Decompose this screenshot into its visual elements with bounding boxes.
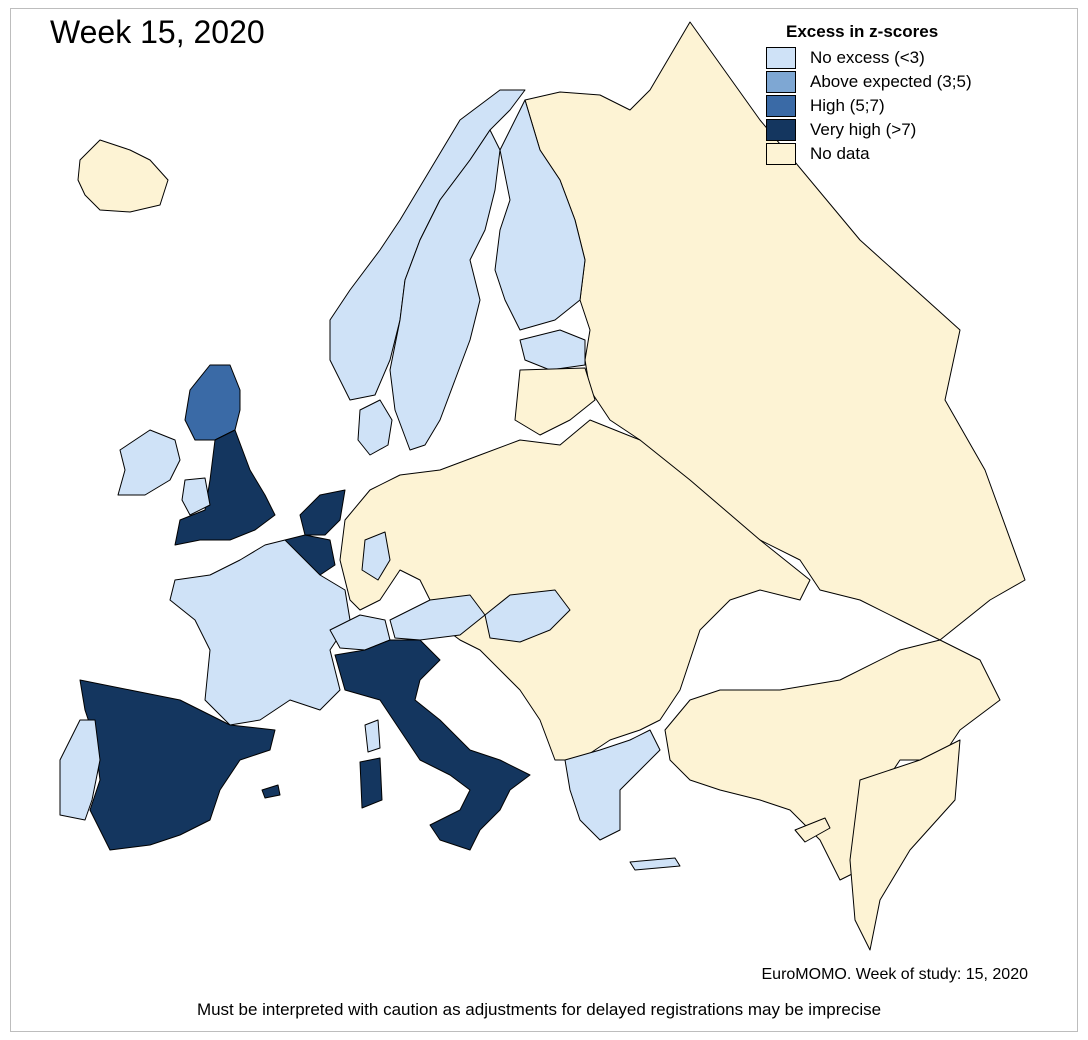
- legend-item-very-high: Very high (>7): [766, 118, 972, 142]
- legend-swatch: [766, 71, 796, 93]
- credit-text: EuroMOMO. Week of study: 15, 2020: [761, 966, 1029, 983]
- legend-item-no-data: No data: [766, 142, 972, 166]
- region-wales: [181, 477, 211, 516]
- legend-swatch: [766, 119, 796, 141]
- region-russia: [524, 21, 1026, 641]
- legend-swatch: [766, 95, 796, 117]
- region-denmark: [357, 399, 393, 456]
- map-title: Week 15, 2020: [50, 14, 265, 50]
- legend-swatch: [766, 143, 796, 165]
- region-scotland: [184, 364, 241, 441]
- region-hungary: [484, 589, 571, 643]
- legend-label: Very high (>7): [810, 120, 917, 139]
- region-netherlands: [299, 489, 346, 536]
- region-sardinia: [359, 757, 383, 809]
- region-balearic: [261, 784, 281, 799]
- region-england: [174, 429, 276, 546]
- region-corsica: [364, 719, 381, 753]
- region-sweden: [389, 129, 501, 451]
- region-iceland: [77, 139, 169, 213]
- region-finland: [494, 99, 586, 331]
- legend-title: Excess in z-scores: [786, 22, 939, 41]
- legend-item-above-expected: Above expected (3;5): [766, 70, 972, 94]
- legend-label: Above expected (3;5): [810, 72, 972, 91]
- legend-label: No excess (<3): [810, 48, 925, 67]
- legend-label: No data: [810, 144, 870, 163]
- region-estonia: [519, 329, 586, 371]
- region-greece: [564, 729, 661, 841]
- region-ireland: [117, 429, 181, 496]
- region-germany-inset: [361, 531, 391, 581]
- legend-item-high: High (5;7): [766, 94, 972, 118]
- legend-item-no-excess: No excess (<3): [766, 46, 972, 70]
- region-austria: [389, 594, 486, 641]
- region-cyprus: [794, 817, 831, 843]
- region-italy: [334, 639, 531, 851]
- region-portugal: [59, 719, 101, 821]
- region-crete: [629, 857, 681, 871]
- region-france: [169, 539, 351, 726]
- caution-text: Must be interpreted with caution as adju…: [196, 1000, 882, 1019]
- legend-label: High (5;7): [810, 96, 885, 115]
- legend: Excess in z-scores No excess (<3) Above …: [766, 20, 972, 166]
- region-levant: [849, 739, 961, 951]
- region-norway: [329, 89, 526, 401]
- region-latvia-lithuania: [514, 367, 596, 436]
- legend-swatch: [766, 47, 796, 69]
